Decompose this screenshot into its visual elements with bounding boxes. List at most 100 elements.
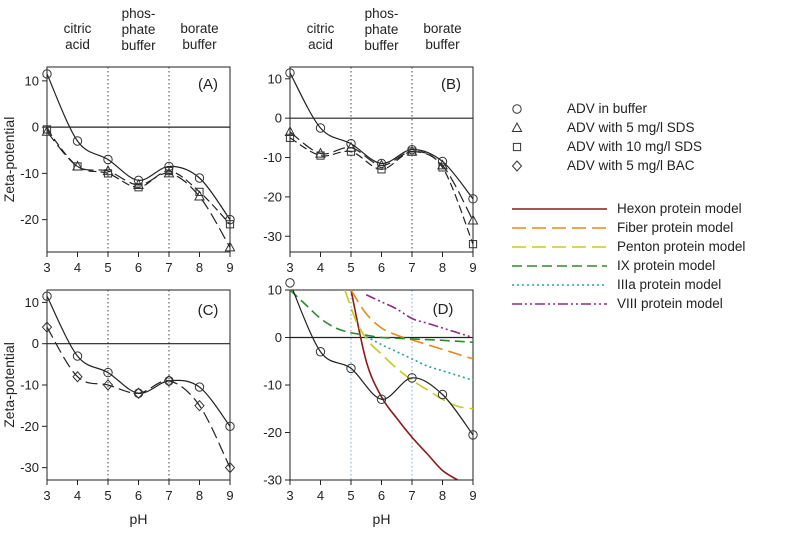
data-point: [42, 69, 52, 79]
panel-label: (C): [198, 302, 219, 319]
y-tick-label: -10: [20, 166, 39, 181]
data-point: [468, 194, 478, 204]
data-point: [346, 363, 356, 374]
data-point: [437, 159, 448, 170]
data-markers: [41, 69, 236, 252]
data-point: [41, 321, 53, 333]
region-label: phate: [122, 22, 156, 37]
data-markers: [41, 291, 236, 474]
x-tick-label: 9: [469, 488, 476, 503]
legend-marker: [511, 160, 523, 172]
x-tick-label: 9: [469, 260, 476, 275]
data-point: [103, 169, 113, 178]
y-tick-label: -20: [20, 419, 39, 434]
fit-line: [47, 326, 230, 468]
legend-label: ADV with 10 mg/l SDS: [567, 139, 702, 154]
x-tick-label: 8: [196, 260, 203, 275]
data-point: [102, 379, 114, 391]
data-point: [225, 214, 235, 225]
data-point: [315, 347, 326, 357]
model-line: [365, 335, 473, 382]
fit-line: [290, 72, 473, 200]
data-point: [194, 382, 205, 392]
model-line: [290, 290, 473, 344]
data-point: [134, 183, 143, 192]
legend-marker: [511, 121, 523, 132]
data-point: [224, 461, 236, 474]
x-tick-label: 8: [439, 488, 446, 503]
model-line: [350, 290, 473, 360]
data-point: [468, 240, 478, 249]
legend: ADV in buffer ADV with 5 mg/l SDS ADV with…: [511, 101, 745, 311]
data-point: [468, 430, 478, 440]
x-tick-label: 3: [43, 488, 50, 503]
y-tick-label: -10: [20, 378, 39, 393]
data-point: [225, 220, 235, 229]
region-label: phos-: [365, 6, 399, 21]
x-axis-title: pH: [130, 511, 148, 527]
data-point: [285, 278, 295, 288]
panel-label: (A): [198, 76, 218, 93]
data-point: [73, 162, 82, 171]
data-point: [42, 291, 52, 301]
data-point: [285, 133, 295, 142]
fit-line: [292, 290, 473, 436]
region-label: buffer: [425, 37, 460, 52]
x-axis-title: pH: [373, 511, 391, 527]
x-tick-label: 3: [43, 260, 50, 275]
x-tick-label: 9: [226, 488, 233, 503]
data-point: [133, 387, 144, 400]
fit-line: [47, 131, 230, 248]
x-tick-label: 4: [74, 260, 81, 275]
panel-d: 3 4 5 6 7 8 9 -30 -20 -10 0 10 pH (D): [263, 278, 478, 527]
x-tick-label: 5: [104, 260, 111, 275]
data-point: [437, 156, 448, 167]
data-point: [72, 370, 83, 383]
x-tick-label: 4: [317, 488, 324, 503]
x-tick-label: 5: [347, 488, 354, 503]
x-tick-label: 7: [165, 488, 172, 503]
data-point: [284, 125, 296, 136]
x-tick-label: 7: [408, 488, 415, 503]
data-point: [407, 144, 417, 155]
y-tick-label: -10: [263, 150, 282, 165]
data-point: [103, 367, 113, 378]
x-tick-label: 8: [196, 488, 203, 503]
x-tick-label: 6: [378, 260, 385, 275]
x-tick-label: 8: [439, 260, 446, 275]
data-markers: [285, 278, 478, 440]
panel-label: (B): [441, 76, 461, 93]
y-tick-label: -30: [20, 460, 39, 475]
data-point: [164, 161, 174, 172]
data-point: [315, 147, 326, 158]
x-tick-label: 6: [135, 488, 142, 503]
data-point: [377, 165, 386, 174]
y-tick-label: 10: [268, 71, 282, 86]
data-point: [164, 166, 174, 176]
legend-label: ADV with 5 mg/l BAC: [567, 158, 695, 173]
region-label: buffer: [121, 38, 156, 53]
x-tick-label: 6: [378, 488, 385, 503]
panel-a: 3 4 5 6 7 8 9 -20 -10 0 10 Zeta-potential citricacid…: [1, 6, 236, 275]
data-point: [163, 375, 175, 387]
region-label: phate: [365, 22, 399, 37]
x-tick-label: 5: [347, 260, 354, 275]
data-point: [72, 136, 83, 146]
data-point: [194, 173, 205, 183]
y-tick-label: -20: [263, 189, 282, 204]
x-tick-label: 4: [317, 260, 324, 275]
plot-frame: [46, 66, 231, 253]
data-point: [285, 68, 295, 78]
panel-c: 3 4 5 6 7 8 9 -30 -20 -10 0 10 Zeta-potential pH (C): [1, 289, 236, 527]
data-point: [376, 159, 387, 170]
panel-label: (D): [433, 301, 454, 318]
data-point: [407, 373, 417, 383]
x-tick-label: 4: [74, 488, 81, 503]
data-point: [407, 147, 417, 156]
y-tick-label: -20: [20, 212, 39, 227]
data-point: [316, 151, 325, 160]
legend-label: ADV with 5 mg/l SDS: [567, 120, 695, 135]
data-point: [41, 125, 53, 136]
fit-curves: [47, 73, 230, 248]
